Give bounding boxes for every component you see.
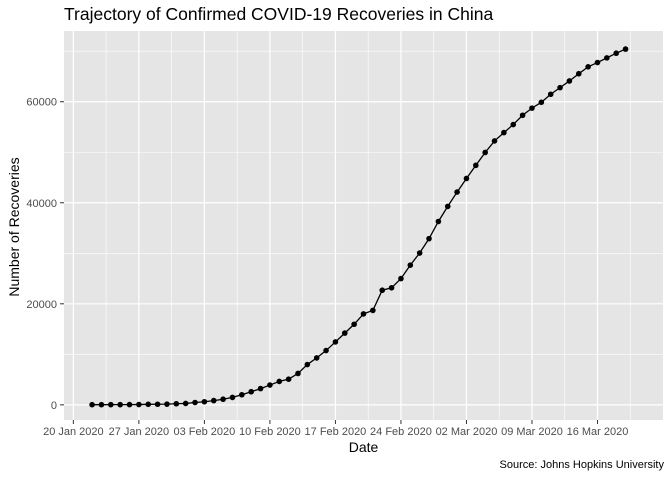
data-point	[108, 401, 114, 408]
data-point	[426, 235, 432, 242]
data-point	[585, 64, 591, 70]
x-tick-label: 20 Jan 2020	[43, 426, 104, 438]
x-tick-label: 24 Feb 2020	[370, 426, 432, 438]
x-axis-label: Date	[348, 439, 379, 455]
data-point	[126, 401, 133, 408]
series-line	[92, 48, 626, 406]
source-caption: Source: Johns Hopkins University	[499, 459, 664, 471]
data-point	[182, 400, 189, 407]
data-point	[407, 262, 414, 268]
y-tick-label: 60000	[26, 97, 57, 109]
data-point	[370, 307, 376, 314]
data-point	[145, 401, 152, 408]
data-point	[276, 378, 283, 385]
data-point	[388, 284, 395, 291]
data-point	[613, 50, 619, 57]
data-point	[332, 339, 339, 345]
x-tick-label: 09 Mar 2020	[501, 426, 563, 438]
data-point	[604, 55, 610, 61]
data-point	[323, 347, 329, 354]
data-point	[454, 189, 460, 195]
y-tick-label: 20000	[26, 299, 57, 311]
data-point	[267, 382, 273, 388]
data-point	[313, 355, 320, 361]
data-point	[201, 398, 208, 405]
data-point	[192, 399, 198, 406]
data-point	[239, 391, 245, 398]
data-point	[117, 401, 123, 408]
data-point	[285, 376, 292, 382]
data-point	[379, 287, 386, 294]
data-point	[154, 401, 161, 408]
data-point	[463, 175, 470, 182]
data-point	[501, 129, 507, 136]
data-point	[398, 275, 404, 282]
data-point	[304, 361, 311, 368]
chart-title: Trajectory of Confirmed COVID-19 Recover…	[64, 4, 494, 24]
data-point	[566, 78, 573, 84]
data-point	[341, 330, 348, 336]
data-point	[529, 105, 535, 111]
x-tick-label: 16 Mar 2020	[567, 426, 629, 438]
data-point	[473, 162, 479, 169]
data-point	[210, 397, 217, 404]
data-point	[435, 218, 442, 225]
data-point	[89, 401, 95, 408]
x-tick-label: 03 Feb 2020	[174, 426, 236, 438]
data-point	[510, 121, 517, 128]
data-point	[248, 388, 254, 395]
y-tick-label: 0	[51, 400, 57, 412]
data-point	[491, 138, 498, 144]
x-tick-label: 10 Feb 2020	[239, 426, 301, 438]
data-point	[538, 99, 545, 106]
panel-background	[64, 31, 663, 420]
data-point	[229, 394, 236, 401]
data-point	[164, 401, 170, 407]
data-point	[444, 203, 451, 210]
data-point	[547, 91, 554, 98]
data-point	[295, 370, 301, 377]
x-tick-label: 27 Jan 2020	[109, 426, 170, 438]
data-point	[622, 46, 629, 52]
data-point	[98, 401, 105, 408]
y-axis-label: Number of Recoveries	[6, 157, 22, 297]
data-point	[257, 385, 264, 392]
data-point	[482, 149, 488, 156]
data-point	[173, 400, 180, 407]
data-point	[594, 59, 601, 66]
x-tick-label: 02 Mar 2020	[436, 426, 498, 438]
data-point	[557, 84, 563, 91]
data-point	[220, 396, 226, 403]
data-point	[351, 321, 357, 328]
x-tick-label: 17 Feb 2020	[305, 426, 367, 438]
data-point	[136, 401, 142, 408]
data-point	[416, 250, 423, 256]
y-tick-label: 40000	[26, 198, 57, 210]
data-point	[575, 70, 582, 77]
data-point	[519, 112, 526, 119]
data-point	[360, 311, 367, 317]
